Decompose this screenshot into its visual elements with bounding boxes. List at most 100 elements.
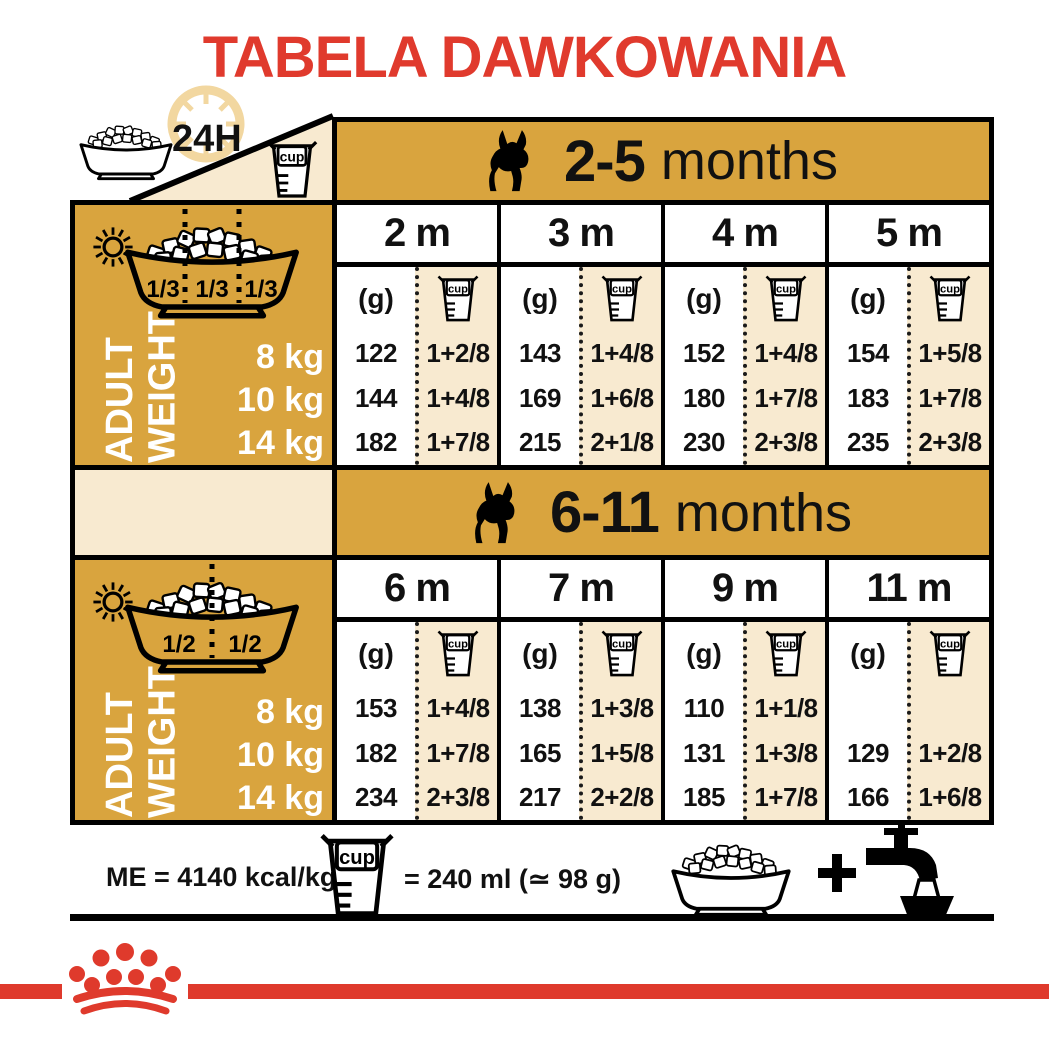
grams-value: 153 [355, 692, 397, 723]
grams-unit-label: (g) [358, 638, 394, 669]
duration-label: 24H [172, 118, 242, 160]
grams-value: 129 [847, 737, 889, 768]
month-header: 9 m [665, 560, 825, 622]
grams-value: 215 [519, 427, 561, 458]
measuring-cup-icon [437, 630, 479, 678]
weight-panel: 1/3 1/3 1/3 ADULT WEIGHT 8 kg 10 kg 14 k… [75, 205, 337, 465]
grams-value [829, 686, 907, 731]
cup-value: 1+4/8 [426, 692, 490, 723]
grams-value: 234 [355, 782, 397, 813]
cup-value: 1+3/8 [590, 692, 654, 723]
month-column-11m: 11 m (g) 129 166 1+2/8 1+6/8 [829, 560, 989, 820]
cup-value: 1+3/8 [754, 737, 818, 768]
royal-canin-crown-logo [69, 943, 181, 1015]
feeding-table-2-5-months: 1/3 1/3 1/3 ADULT WEIGHT 8 kg 10 kg 14 k… [70, 200, 994, 470]
age-header-2-5-months: 2-5 months [332, 117, 994, 200]
cup-equivalence-label: = 240 ml (≃ 98 g) [404, 864, 621, 894]
feeding-table-6-11-months: 1/2 1/2 ADULT WEIGHT 8 kg 10 kg 14 kg 6 … [70, 555, 994, 825]
month-header: 7 m [501, 560, 661, 622]
cup-value: 1+6/8 [918, 782, 982, 813]
month-header: 6 m [337, 560, 497, 622]
weight-row-label: 14 kg [237, 779, 324, 817]
portion-label: 1/2 [228, 631, 261, 658]
grams-value: 131 [683, 737, 725, 768]
page-title: TABELA DAWKOWANIA [202, 25, 848, 90]
grams-unit-label: (g) [850, 283, 886, 314]
measuring-cup-icon [601, 630, 643, 678]
cup-value: 1+6/8 [590, 382, 654, 413]
measuring-cup-icon [266, 140, 318, 200]
cup-value: 1+4/8 [426, 382, 490, 413]
portion-label: 1/3 [195, 276, 228, 303]
cup-value: 2+2/8 [590, 782, 654, 813]
cup-value: 1+7/8 [754, 782, 818, 813]
grams-unit-label: (g) [358, 283, 394, 314]
data-grid: 6 m (g) 153 182 234 1+4/8 1+7/8 2+3/8 [337, 560, 989, 820]
cup-value: 1+5/8 [590, 737, 654, 768]
cup-value: 1+2/8 [426, 337, 490, 368]
cup-value [911, 686, 989, 731]
weight-row-label: 14 kg [237, 424, 324, 462]
grams-value: 138 [519, 692, 561, 723]
weight-row-label: 10 kg [237, 381, 324, 419]
plus-icon [818, 854, 856, 892]
grams-value: 169 [519, 382, 561, 413]
grams-unit-label: (g) [850, 638, 886, 669]
grams-unit-label: (g) [522, 638, 558, 669]
month-column-9m: 9 m (g) 110 131 185 1+1/8 1+3/8 1+7/8 [665, 560, 829, 820]
dog-silhouette-icon [488, 128, 542, 194]
grams-unit-label: (g) [522, 283, 558, 314]
grams-value: 182 [355, 737, 397, 768]
grams-unit-label: (g) [686, 638, 722, 669]
cup-value: 1+5/8 [918, 337, 982, 368]
month-column-3m: 3 m (g) 143 169 215 1+4/8 1+6/8 2+1/8 [501, 205, 665, 465]
age-unit: months [674, 482, 852, 543]
grams-value: 152 [683, 337, 725, 368]
metabolizable-energy-label: ME = 4140 kcal/kg [106, 862, 337, 892]
cup-value: 1+4/8 [754, 337, 818, 368]
kibble-bowl-icon [79, 124, 173, 181]
grams-value: 182 [355, 427, 397, 458]
grams-value: 230 [683, 427, 725, 458]
measuring-cup-icon [318, 833, 396, 919]
month-column-5m: 5 m (g) 154 183 235 1+5/8 1+7/8 2+3/8 [829, 205, 989, 465]
age-header-6-11-months: 6-11 months [70, 470, 994, 555]
month-column-2m: 2 m (g) 122 144 182 1+2/8 1+4/8 1+7/8 [337, 205, 501, 465]
grams-value: 122 [355, 337, 397, 368]
grams-value: 166 [847, 782, 889, 813]
cup-value: 1+7/8 [426, 427, 490, 458]
grams-value: 235 [847, 427, 889, 458]
portion-label: 1/3 [146, 276, 179, 303]
cup-value: 1+2/8 [918, 737, 982, 768]
measuring-cup-icon [601, 275, 643, 323]
cup-value: 1+7/8 [754, 382, 818, 413]
weight-panel: 1/2 1/2 ADULT WEIGHT 8 kg 10 kg 14 kg [75, 560, 337, 820]
grams-value: 217 [519, 782, 561, 813]
grams-value: 183 [847, 382, 889, 413]
cup-value: 2+3/8 [754, 427, 818, 458]
grams-value: 180 [683, 382, 725, 413]
month-column-6m: 6 m (g) 153 182 234 1+4/8 1+7/8 2+3/8 [337, 560, 501, 820]
water-tap-icon [866, 820, 954, 920]
grams-value: 110 [683, 692, 725, 723]
clock-24h-icon [167, 85, 245, 163]
red-band [0, 984, 62, 999]
month-header: 5 m [829, 205, 989, 267]
age-range: 2-5 [564, 128, 646, 194]
footer-divider [70, 914, 994, 921]
portion-label: 1/3 [244, 276, 277, 303]
kibble-bowl-icon [671, 843, 791, 917]
weight-row-label: 8 kg [255, 693, 324, 731]
moon-icon [297, 582, 327, 624]
month-column-7m: 7 m (g) 138 165 217 1+3/8 1+5/8 2+2/8 [501, 560, 665, 820]
grams-unit-label: (g) [686, 283, 722, 314]
red-band [188, 984, 1049, 999]
header-left-spacer [75, 470, 337, 555]
grams-value: 144 [355, 382, 397, 413]
adult-weight-label: ADULT WEIGHT [99, 311, 184, 463]
data-grid: 2 m (g) 122 144 182 1+2/8 1+4/8 1+7/8 [337, 205, 989, 465]
weight-rows: 8 kg 10 kg 14 kg [204, 336, 324, 465]
measuring-cup-icon [929, 630, 971, 678]
cup-value: 2+3/8 [918, 427, 982, 458]
